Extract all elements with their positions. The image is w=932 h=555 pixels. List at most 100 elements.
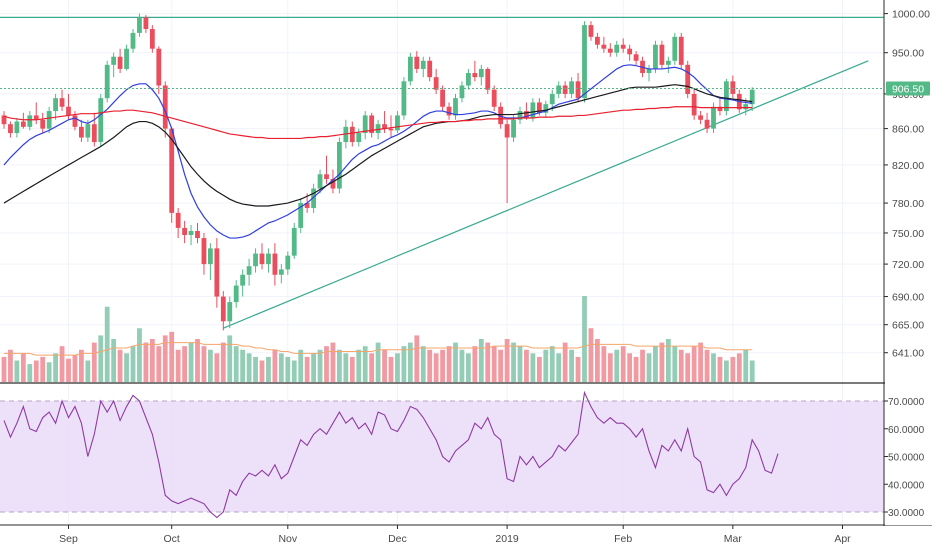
candle [691,89,697,120]
volume-bar [362,346,368,382]
candle [433,68,439,94]
candle-body [556,85,562,94]
candle [162,81,168,138]
volume-bar [240,349,246,382]
candle-body [246,266,252,275]
volume-bar [188,342,194,382]
candle-body [330,178,336,189]
candle-body [175,212,181,228]
volume-bar [233,346,239,382]
candle [601,36,607,53]
volume-bar [478,339,484,382]
candle-body [440,89,445,107]
volume-bar [491,346,497,382]
volume-bar [246,353,252,382]
candle-body [214,248,220,297]
volume-bar [646,353,652,382]
candle-body [33,115,39,120]
candle-body [369,115,375,134]
candle-body [130,32,136,49]
candle-body [291,227,297,256]
candle [478,64,484,86]
candle-body [459,85,465,99]
volume-bar [440,349,445,382]
volume-ma-line [4,342,753,356]
candle [369,112,375,138]
candle-body [511,119,516,138]
volume-bar [388,356,394,382]
candle [556,81,562,99]
candle-body [188,230,194,236]
candle-body [278,269,284,275]
candle [685,60,691,99]
candle-body [575,81,581,99]
volume-bar [272,349,278,382]
volume-bar [711,353,716,382]
candle [59,89,65,112]
candle [395,111,400,134]
candle-body [233,285,239,303]
volume-bar [330,342,336,382]
time-tick-label: 2019 [495,533,519,545]
volume-bar [72,355,78,382]
candle [730,75,736,99]
candle-body [730,81,736,94]
candle-body [498,106,504,125]
moving-average-ma_mid [3,84,753,207]
volume-bar [511,342,516,382]
time-axis[interactable]: Sep Oct Nov Dec 2019 Feb Mar Apr [59,525,851,545]
candle [195,222,200,244]
candle-body [704,119,710,129]
candle [582,21,587,103]
time-tick-label: Sep [59,533,78,545]
candle [175,207,181,239]
candle [143,15,149,33]
candle [214,238,220,308]
volume-bar [459,349,465,382]
candle-body [156,48,162,86]
volume-bar [14,360,20,382]
volume-bar [724,360,729,382]
volume-bar [633,356,639,382]
volume-bar [453,342,458,382]
candle [427,56,433,82]
candle [414,51,420,74]
volume-bar [20,353,26,382]
candle-body [665,60,671,65]
volume-bar [317,349,323,382]
candle [149,25,155,53]
candle-body [485,68,491,90]
candle [485,67,491,94]
volume-bar [66,358,71,382]
time-tick-label: Apr [834,533,851,545]
price-axis[interactable]: 1000.00950.00900.00860.00820.00780.00750… [884,9,930,360]
candle-body [40,119,46,129]
candle-body [298,203,304,228]
candle-body [607,48,613,53]
candle-body [143,17,149,29]
volume-bar [8,349,13,382]
volume-bar [285,356,291,382]
support-trendline[interactable] [223,60,869,329]
candle-body [104,64,110,99]
volume-bar [446,346,452,382]
volume-bar [420,346,426,382]
candle [459,81,465,103]
candle [137,13,142,37]
rsi-axis[interactable]: 70.0000 60.0000 50.0000 40.0000 30.0000 [884,397,925,519]
candle [91,112,97,147]
volume-bar [401,346,407,382]
candle [440,85,445,112]
candle-body [14,121,20,134]
candle [349,121,355,147]
candle-body [388,128,394,131]
support-trendline-stroke[interactable] [223,60,869,329]
volume-bar [85,360,91,382]
candle-body [317,174,323,189]
candle-body [427,60,433,78]
volume-bar [304,356,310,382]
candle-body [614,44,620,53]
candle [298,198,304,233]
